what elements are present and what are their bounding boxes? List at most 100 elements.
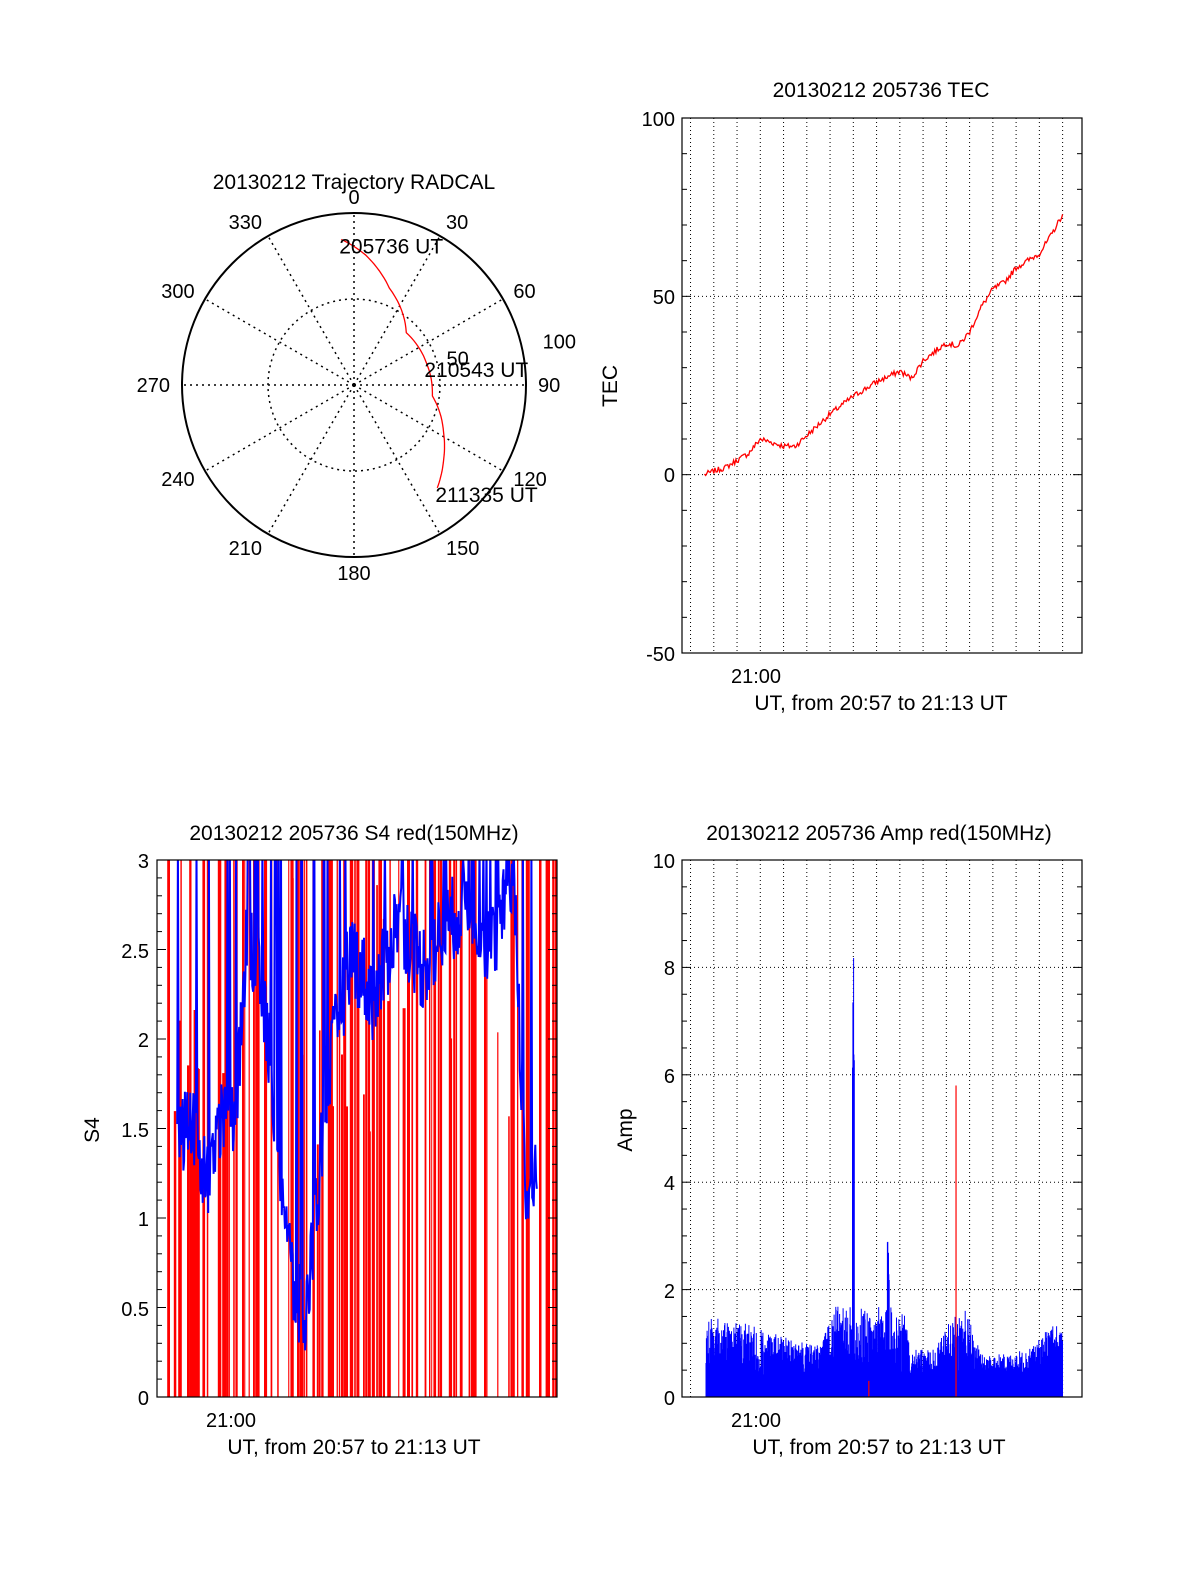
s4-red-bar <box>338 860 341 1397</box>
s4-chart: 20130212 205736 S4 red(150MHz) 0 0.5 1 1… <box>81 822 558 1459</box>
s4-red-bar <box>327 860 331 1397</box>
tec-ytick-0: 0 <box>664 465 675 487</box>
polar-title: 20130212 Trajectory RADCAL <box>213 171 496 194</box>
s4-red-bar <box>453 860 455 1397</box>
amp-red-series <box>868 1085 957 1397</box>
trajectory-start-label: 205736 UT <box>339 235 443 258</box>
s4-ytick-1.5: 1.5 <box>121 1120 149 1142</box>
s4-red-bar <box>228 860 230 1397</box>
polar-outer-ring <box>181 212 527 558</box>
s4-red-bar <box>470 880 473 1397</box>
amp-xlabel: UT, from 20:57 to 21:13 UT <box>752 1436 1005 1459</box>
amp-ytick-10: 10 <box>653 851 675 873</box>
ring-label-50: 50 <box>447 348 469 370</box>
amp-ytick-8: 8 <box>664 958 675 980</box>
s4-red-bar <box>297 860 299 1397</box>
s4-red-bar <box>378 860 382 1397</box>
trajectory-polar-plot: 20130212 Trajectory RADCAL 0 30 60 90 120 150… <box>137 171 576 585</box>
azimuth-label-30: 30 <box>446 212 468 234</box>
azimuth-label-150: 150 <box>446 538 479 560</box>
s4-red-bar <box>253 860 255 1397</box>
polar-azimuth-labels: 0 30 60 90 120 150 180 210 240 270 300 330 <box>137 187 561 585</box>
azimuth-label-0: 0 <box>348 187 359 209</box>
polar-spoke <box>267 235 355 386</box>
s4-red-bar <box>226 860 229 1397</box>
s4-red-bar <box>468 860 471 1397</box>
polar-spoke <box>353 384 504 472</box>
azimuth-label-330: 330 <box>229 212 262 234</box>
s4-red-bar <box>248 860 250 1397</box>
s4-red-bar <box>292 878 294 1397</box>
s4-axis-ticks <box>157 859 557 1398</box>
s4-red-bar <box>539 860 542 1397</box>
s4-red-bar <box>305 860 308 1397</box>
s4-red-bar <box>376 885 378 1397</box>
s4-red-bar <box>332 1106 334 1397</box>
amp-xtick-2100: 21:00 <box>731 1410 781 1432</box>
amp-ytick-6: 6 <box>664 1066 675 1088</box>
s4-ytick-3: 3 <box>138 851 149 873</box>
amp-ylabel: Amp <box>614 1108 637 1151</box>
tec-ytick-neg50: -50 <box>646 644 675 666</box>
tec-xtick-2100: 21:00 <box>731 666 781 688</box>
s4-red-bar <box>382 918 385 1397</box>
s4-red-bar <box>222 1073 225 1397</box>
s4-ytick-1: 1 <box>138 1209 149 1231</box>
s4-red-bar <box>484 937 487 1397</box>
s4-red-bar <box>497 1032 499 1397</box>
amp-title: 20130212 205736 Amp red(150MHz) <box>706 822 1052 845</box>
s4-red-bar <box>198 1069 200 1397</box>
amp-ytick-4: 4 <box>664 1173 675 1195</box>
s4-red-bar <box>525 860 529 1397</box>
s4-red-bar <box>195 1068 199 1397</box>
azimuth-label-120: 120 <box>513 469 546 491</box>
s4-red-bar <box>341 1054 343 1397</box>
s4-red-bar <box>352 860 354 1397</box>
azimuth-label-270: 270 <box>137 375 170 397</box>
s4-red-bar <box>354 860 356 1397</box>
azimuth-label-210: 210 <box>229 538 262 560</box>
s4-red-bar <box>365 860 367 1397</box>
s4-red-bar <box>415 860 419 1397</box>
tec-grid <box>682 118 1082 653</box>
azimuth-label-240: 240 <box>161 469 194 491</box>
tec-title: 20130212 205736 TEC <box>773 79 990 102</box>
s4-red-bar <box>389 860 391 1397</box>
polar-spoke <box>353 298 504 386</box>
s4-ytick-0: 0 <box>138 1388 149 1410</box>
s4-red-bar <box>517 860 519 1397</box>
s4-red-bar <box>224 860 227 1397</box>
s4-red-bar <box>255 860 258 1397</box>
s4-red-bar <box>411 860 414 1397</box>
s4-red-bar <box>431 860 433 1397</box>
s4-red-bar <box>380 860 382 1397</box>
s4-red-bar <box>288 860 290 1397</box>
s4-red-bar <box>528 860 530 1397</box>
s4-red-bar <box>424 860 427 1397</box>
trajectory-track-line <box>341 238 446 489</box>
s4-red-bar <box>173 1111 177 1397</box>
polar-spoke <box>353 384 441 535</box>
s4-red-bar <box>187 1065 190 1397</box>
s4-red-bar <box>475 860 477 1397</box>
ring-label-100: 100 <box>543 332 576 354</box>
s4-red-bar <box>367 860 371 1397</box>
s4-red-bar <box>398 860 400 1397</box>
amp-ytick-0: 0 <box>664 1388 675 1410</box>
s4-red-bar <box>459 860 463 1397</box>
s4-blue-series <box>176 860 538 1351</box>
amp-chart: 20130212 205736 Amp red(150MHz) 0 2 4 6 … <box>614 822 1083 1459</box>
s4-red-bar <box>330 860 333 1397</box>
s4-red-bar <box>473 860 477 1397</box>
s4-ytick-0.5: 0.5 <box>121 1299 149 1321</box>
amp-ytick-2: 2 <box>664 1281 675 1303</box>
s4-red-bar <box>193 1010 197 1397</box>
s4-red-bar <box>508 1116 510 1397</box>
tec-plot-frame <box>681 117 1083 654</box>
s4-xtick-2100: 21:00 <box>206 1410 256 1432</box>
s4-red-bar <box>270 860 273 1397</box>
azimuth-label-60: 60 <box>513 281 535 303</box>
amp-plot-frame <box>681 859 1083 1398</box>
s4-red-bar <box>451 1038 453 1397</box>
s4-red-bar <box>290 860 294 1397</box>
